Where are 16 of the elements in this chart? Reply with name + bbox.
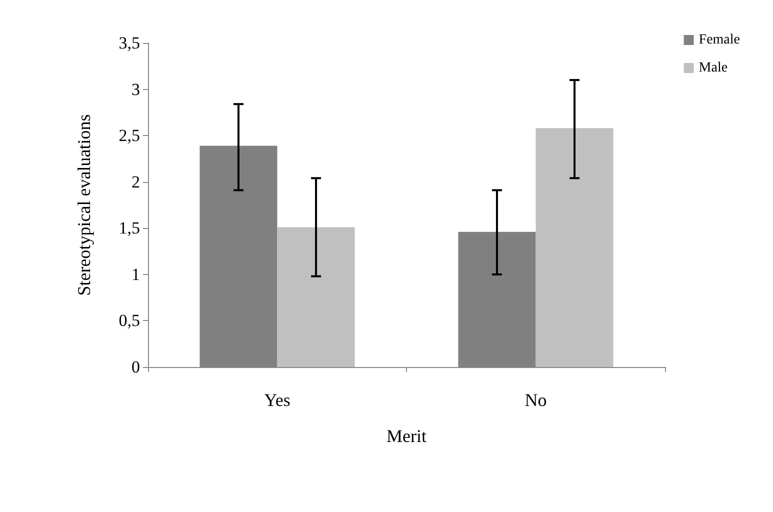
x-axis-title: Merit <box>386 426 426 446</box>
x-tick-label: Yes <box>264 390 290 410</box>
bar <box>536 128 614 367</box>
y-tick-label: 1 <box>132 264 140 284</box>
y-tick-label: 2 <box>132 172 140 192</box>
y-tick-label: 0,5 <box>118 311 140 330</box>
legend-label: Male <box>698 60 728 76</box>
y-tick-label: 0 <box>132 358 140 376</box>
y-tick-label: 1,5 <box>118 218 140 238</box>
y-tick-label: 3 <box>132 80 140 99</box>
y-axis-title: Stereotypical evaluations <box>74 114 94 296</box>
y-tick-label: 3,5 <box>118 34 140 52</box>
legend-label: Female <box>698 32 740 48</box>
x-tick-label: No <box>524 390 547 410</box>
bar <box>277 227 355 367</box>
y-tick-label: 2,5 <box>118 126 140 146</box>
